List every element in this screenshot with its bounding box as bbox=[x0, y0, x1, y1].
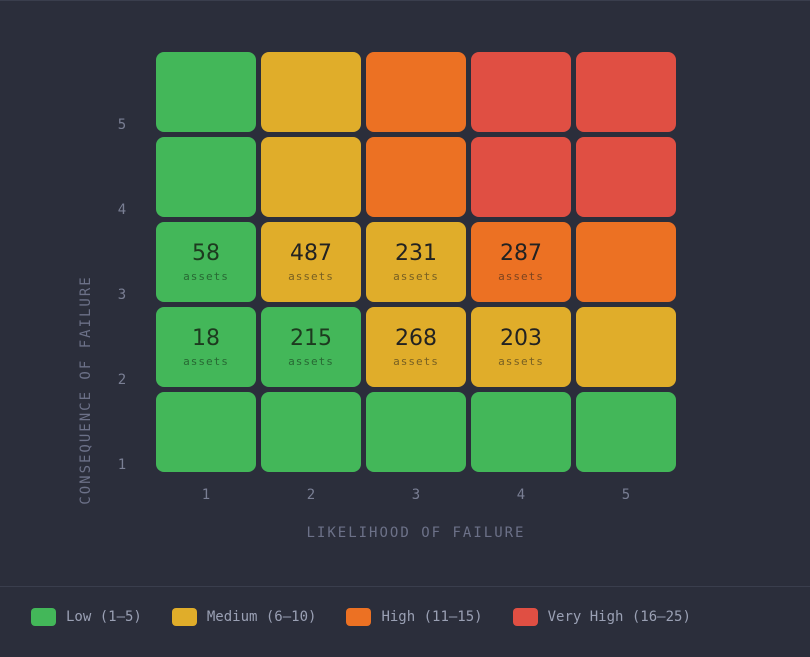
cell-unit: assets bbox=[498, 269, 544, 283]
y-tick-label: 3 bbox=[117, 287, 127, 303]
cell-unit: assets bbox=[393, 354, 439, 368]
heatmap-cell[interactable] bbox=[576, 137, 676, 217]
top-divider bbox=[0, 0, 810, 1]
heatmap-cell[interactable] bbox=[576, 222, 676, 302]
heatmap-cell[interactable] bbox=[576, 307, 676, 387]
cell-unit: assets bbox=[288, 354, 334, 368]
x-tick-label: 5 bbox=[621, 487, 631, 503]
risk-matrix: 58 assets 487 assets 231 assets 287 assets 18 ass… bbox=[117, 52, 676, 503]
cell-unit: assets bbox=[288, 269, 334, 283]
heatmap-cell[interactable] bbox=[156, 137, 256, 217]
cell-unit: assets bbox=[393, 269, 439, 283]
y-tick-label: 1 bbox=[117, 457, 127, 473]
legend-swatch bbox=[346, 608, 372, 626]
heatmap-cell[interactable] bbox=[366, 52, 466, 132]
heatmap-cell[interactable]: 18 assets bbox=[156, 307, 256, 387]
heatmap-cell[interactable] bbox=[156, 52, 256, 132]
heatmap-cell[interactable]: 215 assets bbox=[261, 307, 361, 387]
x-tick-label: 3 bbox=[411, 487, 421, 503]
heatmap-cell[interactable] bbox=[471, 52, 571, 132]
heatmap-cell[interactable]: 287 assets bbox=[471, 222, 571, 302]
heatmap-cell[interactable] bbox=[366, 137, 466, 217]
heatmap-cell[interactable] bbox=[576, 392, 676, 472]
legend-items: Low (1–5) Medium (6–10) High (11–15) Very H… bbox=[31, 608, 721, 626]
cell-unit: assets bbox=[183, 354, 229, 368]
heatmap-cell[interactable]: 231 assets bbox=[366, 222, 466, 302]
cell-count: 58 bbox=[192, 240, 220, 266]
cell-count: 287 bbox=[500, 240, 542, 266]
legend-label: Low (1–5) bbox=[66, 609, 142, 625]
legend-item: Low (1–5) bbox=[31, 608, 142, 626]
cell-count: 268 bbox=[395, 325, 437, 351]
heatmap-cell[interactable] bbox=[261, 52, 361, 132]
heatmap-cell[interactable] bbox=[261, 392, 361, 472]
legend-item: Medium (6–10) bbox=[171, 608, 317, 626]
heatmap-cell[interactable] bbox=[366, 392, 466, 472]
cell-count: 487 bbox=[290, 240, 332, 266]
legend-label: Medium (6–10) bbox=[206, 609, 317, 625]
heatmap-cell[interactable]: 268 assets bbox=[366, 307, 466, 387]
y-tick-label: 5 bbox=[117, 117, 127, 133]
cell-count: 203 bbox=[500, 325, 542, 351]
legend-label: Very High (16–25) bbox=[547, 609, 691, 625]
legend-label: High (11–15) bbox=[381, 609, 483, 625]
y-axis-label: CONSEQUENCE OF FAILURE bbox=[78, 275, 94, 505]
legend-swatch bbox=[512, 608, 538, 626]
legend-item: High (11–15) bbox=[346, 608, 483, 626]
y-tick-label: 4 bbox=[117, 202, 127, 218]
heatmap-cell[interactable]: 203 assets bbox=[471, 307, 571, 387]
legend-item: Very High (16–25) bbox=[512, 608, 691, 626]
x-tick-label: 1 bbox=[201, 487, 211, 503]
heatmap-cell[interactable]: 487 assets bbox=[261, 222, 361, 302]
x-tick-label: 4 bbox=[516, 487, 526, 503]
legend-swatch bbox=[171, 608, 197, 626]
legend-swatch bbox=[31, 608, 56, 626]
y-tick-label: 2 bbox=[117, 372, 127, 388]
legend: Low (1–5) Medium (6–10) High (11–15) Very H… bbox=[0, 586, 810, 657]
heatmap-cell[interactable] bbox=[576, 52, 676, 132]
heatmap-cell[interactable] bbox=[261, 137, 361, 217]
heatmap-cell[interactable]: 58 assets bbox=[156, 222, 256, 302]
cell-unit: assets bbox=[498, 354, 544, 368]
cell-unit: assets bbox=[183, 269, 229, 283]
x-axis-label: LIKELIHOOD OF FAILURE bbox=[306, 525, 526, 541]
heatmap-cell[interactable] bbox=[471, 392, 571, 472]
cell-count: 215 bbox=[290, 325, 332, 351]
x-tick-label: 2 bbox=[306, 487, 316, 503]
cell-count: 18 bbox=[192, 325, 220, 351]
heatmap-cell[interactable] bbox=[156, 392, 256, 472]
cell-count: 231 bbox=[395, 240, 437, 266]
heatmap-cell[interactable] bbox=[471, 137, 571, 217]
